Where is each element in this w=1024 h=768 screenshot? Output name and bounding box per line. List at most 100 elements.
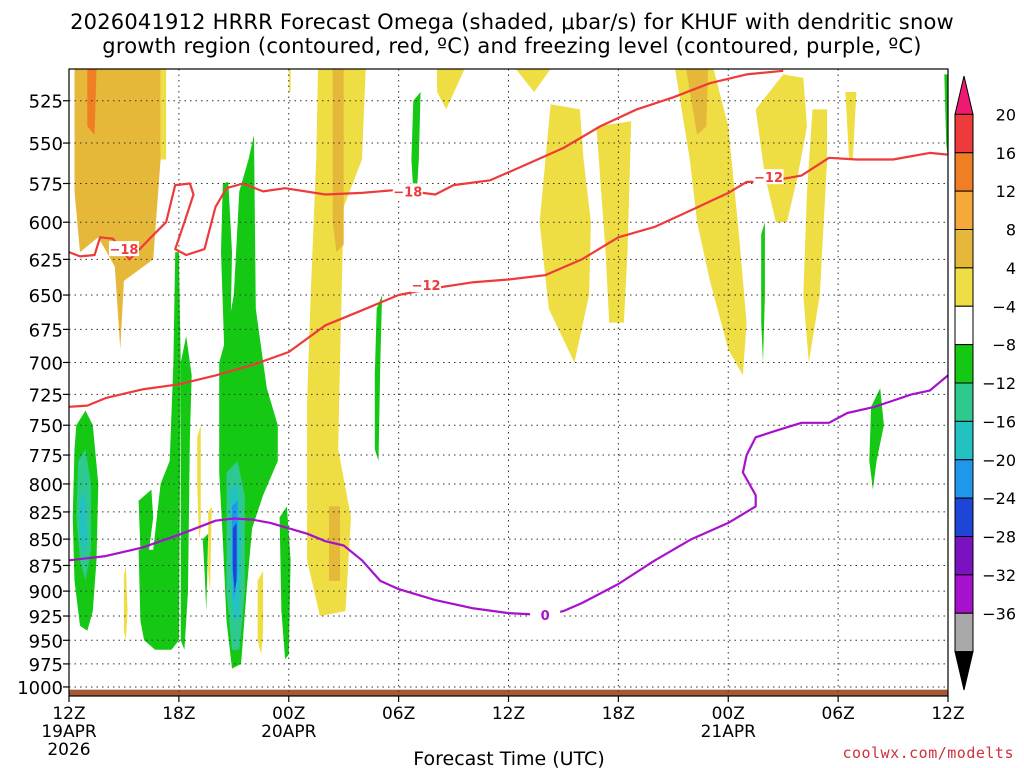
y-tick-label: 875 bbox=[29, 556, 63, 577]
y-tick-label: 675 bbox=[29, 320, 63, 341]
y-tick-label: 825 bbox=[29, 503, 63, 524]
colorbar-segment bbox=[954, 574, 974, 614]
colorbar-segment bbox=[954, 382, 974, 422]
contour--12 bbox=[69, 151, 948, 408]
omega-area-11 bbox=[675, 69, 747, 376]
contour-label-bg bbox=[108, 241, 139, 257]
y-tick-label: 800 bbox=[29, 475, 63, 496]
omega-area-13 bbox=[755, 74, 807, 223]
omega-area-29 bbox=[411, 92, 421, 192]
contour-label: −18 bbox=[393, 185, 422, 200]
x-tick-label: 06Z bbox=[382, 704, 415, 724]
y-tick-label: 550 bbox=[29, 134, 63, 155]
x-year-label: 2026 bbox=[47, 740, 90, 760]
ground-band bbox=[69, 689, 948, 696]
y-tick-label: 975 bbox=[29, 655, 63, 676]
colorbar-segment bbox=[954, 536, 974, 576]
colorbar-segment bbox=[954, 420, 974, 461]
colorbar-label: −4 bbox=[992, 297, 1016, 316]
y-tick-label: 850 bbox=[29, 530, 63, 551]
colorbar-segment bbox=[954, 612, 974, 653]
contour-label: −18 bbox=[109, 243, 138, 258]
colorbar-label: 16 bbox=[996, 144, 1016, 163]
contour-label-bg bbox=[530, 607, 561, 623]
colorbar-label: −8 bbox=[992, 336, 1016, 355]
y-tick-label: 650 bbox=[29, 286, 63, 307]
grid-lines bbox=[68, 69, 949, 696]
omega-area-38 bbox=[232, 522, 237, 592]
contour-label: −12 bbox=[754, 171, 783, 186]
x-tick-label: 12Z bbox=[492, 704, 525, 724]
y-tick-label: 625 bbox=[29, 250, 63, 271]
omega-shading bbox=[72, 69, 948, 669]
x-axis-label: Forecast Time (UTC) bbox=[413, 748, 604, 768]
x-tick-label: 18Z bbox=[162, 704, 195, 724]
omega-area-30 bbox=[761, 222, 765, 363]
y-tick-label: 575 bbox=[29, 175, 63, 196]
colorbar-label: 20 bbox=[996, 105, 1016, 124]
omega-area-23 bbox=[180, 336, 192, 650]
omega-area-7 bbox=[437, 69, 465, 110]
source-credit: coolwx.com/modelts bbox=[842, 744, 1014, 762]
colorbar-arrow-bottom bbox=[954, 651, 974, 691]
omega-area-0 bbox=[74, 69, 161, 350]
omega-area-31 bbox=[869, 388, 884, 490]
x-date-label: 21APR bbox=[701, 722, 757, 742]
contour-label-bg bbox=[392, 183, 423, 199]
chart-title-line-2: growth region (contoured, red, ºC) and f… bbox=[102, 34, 922, 58]
colorbar: 20 16 12 8 4 −4 −8 −12 −16 −20 −24 −28 −32 −36 bbox=[954, 75, 1016, 691]
omega-area-19 bbox=[257, 570, 264, 655]
colorbar-label: −36 bbox=[982, 604, 1016, 623]
colorbar-segment bbox=[954, 305, 974, 346]
omega-area-8 bbox=[515, 69, 551, 92]
y-tick-label: 525 bbox=[29, 92, 63, 113]
colorbar-segment bbox=[954, 229, 974, 269]
omega-area-24 bbox=[202, 533, 209, 612]
omega-area-18 bbox=[208, 506, 212, 592]
x-date-label: 19APR bbox=[41, 722, 97, 742]
colorbar-label: 4 bbox=[1006, 259, 1016, 278]
y-tick-label: 700 bbox=[29, 353, 63, 374]
colorbar-label: −16 bbox=[982, 412, 1016, 431]
y-axis: 525 550 575 600 625 650 675 700 725 750 775 800 825 8… bbox=[17, 92, 69, 699]
omega-area-17 bbox=[197, 425, 201, 540]
chart-title-line-1: 2026041912 HRRR Forecast Omega (shaded, … bbox=[70, 10, 954, 34]
x-tick-label: 00Z bbox=[272, 704, 305, 724]
contour-label: 0 bbox=[541, 609, 550, 624]
y-tick-label: 725 bbox=[29, 385, 63, 406]
colorbar-segment bbox=[954, 459, 974, 499]
omega-area-14 bbox=[803, 109, 828, 363]
ground-band-fill bbox=[69, 689, 948, 696]
contour-label: −12 bbox=[412, 279, 441, 294]
contour-label-bg bbox=[753, 169, 784, 185]
omega-area-9 bbox=[539, 104, 591, 363]
omega-area-27 bbox=[279, 506, 291, 660]
y-tick-label: 750 bbox=[29, 416, 63, 437]
colorbar-segment bbox=[954, 344, 974, 384]
colorbar-segment bbox=[954, 152, 974, 192]
y-tick-label: 775 bbox=[29, 446, 63, 467]
omega-area-15 bbox=[845, 92, 857, 160]
x-tick-label: 12Z bbox=[52, 704, 85, 724]
y-tick-label: 900 bbox=[29, 582, 63, 603]
x-tick-label: 12Z bbox=[931, 704, 964, 724]
omega-area-16 bbox=[123, 565, 128, 641]
colorbar-segment bbox=[954, 113, 974, 154]
omega-area-4 bbox=[307, 69, 366, 616]
contour-lines: −18 −18 −12 −12 0 bbox=[69, 69, 948, 624]
colorbar-label: −32 bbox=[982, 566, 1016, 585]
colorbar-segment bbox=[954, 497, 974, 537]
contour--18 bbox=[69, 69, 784, 261]
colorbar-segment bbox=[954, 190, 974, 230]
colorbar-label: −20 bbox=[982, 451, 1016, 470]
omega-area-21 bbox=[138, 489, 154, 561]
colorbar-arrow-top bbox=[954, 75, 974, 115]
colorbar-label: −28 bbox=[982, 528, 1016, 547]
omega-area-28 bbox=[374, 295, 383, 461]
omega-area-25 bbox=[221, 181, 232, 363]
omega-area-32 bbox=[944, 74, 948, 160]
y-tick-label: 925 bbox=[29, 607, 63, 628]
colorbar-label: 8 bbox=[1006, 221, 1016, 240]
x-tick-label: 18Z bbox=[602, 704, 635, 724]
